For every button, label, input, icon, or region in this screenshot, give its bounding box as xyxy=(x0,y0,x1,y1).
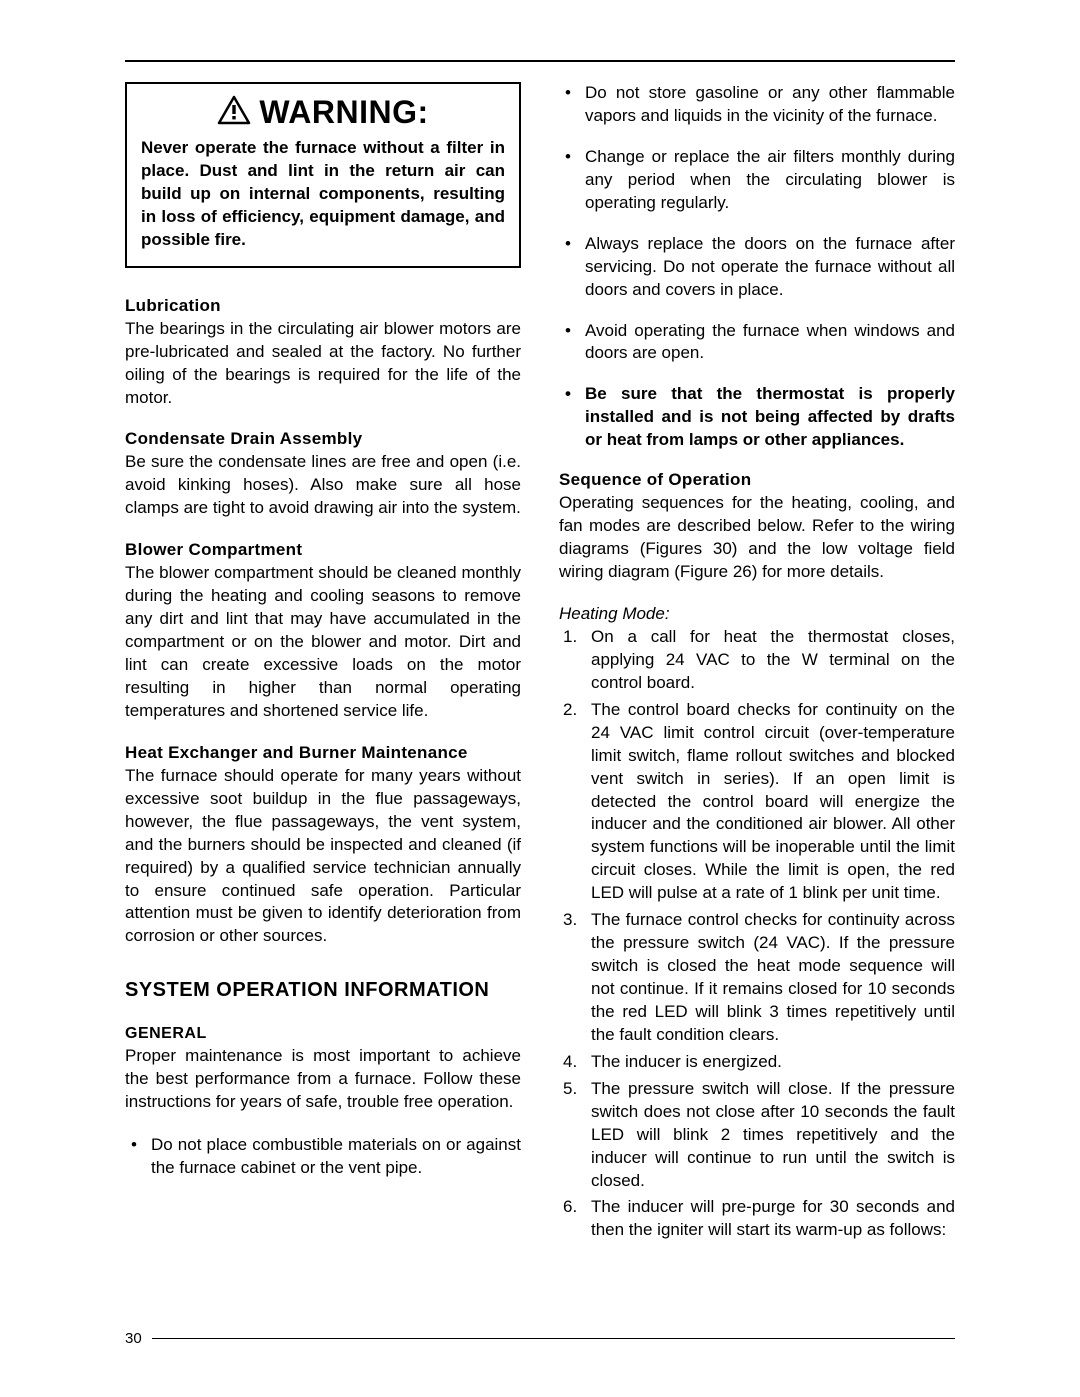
warning-box: WARNING: Never operate the furnace witho… xyxy=(125,82,521,268)
general-body: Proper maintenance is most important to … xyxy=(125,1045,521,1114)
warning-header: WARNING: xyxy=(141,94,505,131)
list-item: Be sure that the thermostat is properly … xyxy=(559,383,955,452)
list-item: Avoid operating the furnace when windows… xyxy=(559,320,955,366)
blower-heading: Blower Compartment xyxy=(125,540,521,560)
list-item: The inducer is energized. xyxy=(559,1051,955,1074)
condensate-heading: Condensate Drain Assembly xyxy=(125,429,521,449)
list-item: Do not place combustible materials on or… xyxy=(125,1134,521,1180)
page-number: 30 xyxy=(125,1330,152,1347)
warning-triangle-icon xyxy=(217,95,251,130)
heatex-body: The furnace should operate for many year… xyxy=(125,765,521,949)
sequence-intro: Operating sequences for the heating, coo… xyxy=(559,492,955,584)
blower-body: The blower compartment should be cleaned… xyxy=(125,562,521,723)
sysop-title: SYSTEM OPERATION INFORMATION xyxy=(125,978,521,1003)
two-column-layout: WARNING: Never operate the furnace witho… xyxy=(125,82,955,1246)
right-column: Do not store gasoline or any other flamm… xyxy=(559,82,955,1246)
left-column: WARNING: Never operate the furnace witho… xyxy=(125,82,521,1246)
left-bullet-list: Do not place combustible materials on or… xyxy=(125,1134,521,1180)
footer-rule xyxy=(152,1338,955,1339)
general-heading: GENERAL xyxy=(125,1025,521,1043)
heating-mode-heading: Heating Mode: xyxy=(559,604,955,624)
list-item: Change or replace the air filters monthl… xyxy=(559,146,955,215)
sequence-heading: Sequence of Operation xyxy=(559,470,955,490)
heatex-heading: Heat Exchanger and Burner Maintenance xyxy=(125,743,521,763)
list-item: Always replace the doors on the furnace … xyxy=(559,233,955,302)
heating-mode-list: On a call for heat the thermostat closes… xyxy=(559,626,955,1242)
page-footer: 30 xyxy=(125,1330,955,1347)
list-item: The pressure switch will close. If the p… xyxy=(559,1078,955,1193)
list-item: Do not store gasoline or any other flamm… xyxy=(559,82,955,128)
list-item: The inducer will pre-purge for 30 second… xyxy=(559,1196,955,1242)
top-rule xyxy=(125,60,955,62)
list-item: The control board checks for continuity … xyxy=(559,699,955,905)
list-item: The furnace control checks for continuit… xyxy=(559,909,955,1047)
lubrication-body: The bearings in the circulating air blow… xyxy=(125,318,521,410)
condensate-body: Be sure the condensate lines are free an… xyxy=(125,451,521,520)
warning-body: Never operate the furnace without a filt… xyxy=(141,137,505,252)
right-bullet-list: Do not store gasoline or any other flamm… xyxy=(559,82,955,452)
warning-title: WARNING: xyxy=(259,94,428,131)
lubrication-heading: Lubrication xyxy=(125,296,521,316)
page-container: WARNING: Never operate the furnace witho… xyxy=(0,0,1080,1397)
list-item: On a call for heat the thermostat closes… xyxy=(559,626,955,695)
